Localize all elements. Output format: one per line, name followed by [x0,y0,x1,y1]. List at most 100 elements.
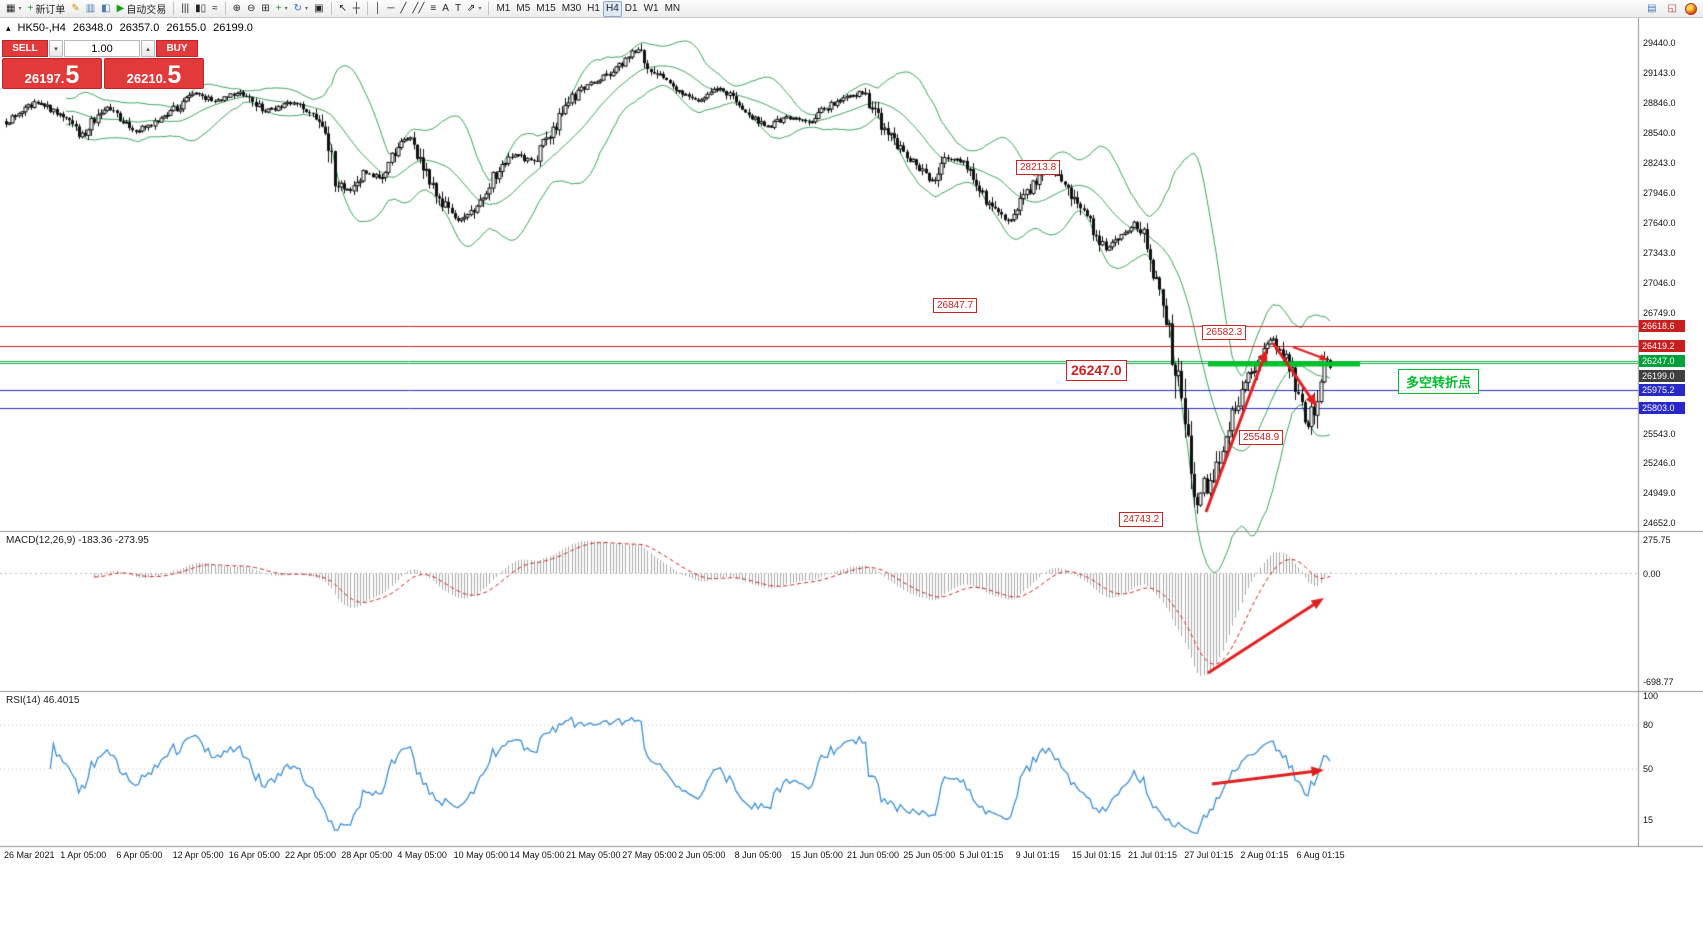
zoom-in-button[interactable]: ⊕ [230,1,244,17]
label-button[interactable]: T [452,1,464,17]
metaeditor-button[interactable]: ✎ [68,1,82,17]
time-axis-label: 2 Jun 05:00 [678,850,726,860]
oneclick-controls: SELL ▾ ▴ BUY [2,40,204,57]
indicators-button[interactable]: + ▾ [273,1,291,17]
text-icon: A [442,2,449,14]
dropdown-arrow-icon: ▾ [284,6,288,12]
time-axis-label: 14 May 05:00 [509,850,565,860]
bar-chart-icon: ||| [181,2,190,14]
arrows-button[interactable]: ⇗ ▾ [464,1,484,17]
turning-point-label: 多空转折点 [1398,369,1480,394]
time-axis-label: 2 Aug 01:15 [1240,850,1289,860]
timeframe-h1-button-label: H1 [587,3,600,14]
cycle-icon: ↻ [293,2,303,14]
crosshair-button[interactable]: ┼ [350,1,363,17]
market-watch-icon: ▥ [85,2,96,14]
fibonacci-button[interactable]: ≡ [427,1,439,17]
timeframe-m5-button[interactable]: M5 [513,1,533,17]
rsi-value: 46.4015 [43,695,80,706]
tile-windows-button[interactable]: ⊞ [258,1,272,17]
vertical-line-icon: │ [375,2,382,14]
timeframe-m30-button[interactable]: M30 [559,1,584,17]
cycle-button[interactable]: ↻ ▾ [291,1,311,17]
candlestick-button[interactable]: ▮▯ [192,1,209,17]
price-axis-badge: 26618.6 [1639,319,1685,332]
time-axis-label: 6 Aug 01:15 [1296,850,1345,860]
timeframe-m30-button-label: M30 [561,3,582,14]
buy-price-display[interactable]: 26210. 5 [104,58,204,89]
volume-decrease-button[interactable]: ▾ [49,40,63,57]
buy-price: 26210. [126,71,167,86]
label-icon: T [454,2,462,14]
zoom-out-button[interactable]: ⊖ [244,1,258,17]
zoom-out-icon: ⊖ [247,2,256,14]
price-axis-badge: 26419.2 [1639,339,1685,352]
account-icon[interactable] [1685,2,1697,15]
ohlc-close: 26199.0 [213,22,253,34]
toolbar-group: │ ─ ╱ ╱╱ ≡ A T ⇗ ▾ [372,1,484,17]
metaeditor-icon: ✎ [71,2,80,14]
line-chart-button[interactable]: ≈ [209,1,221,17]
timeframe-h1-button[interactable]: H1 [584,1,603,17]
horizontal-line-icon: ─ [387,2,395,14]
snapshot-button[interactable]: ▣ [311,1,326,17]
toolbar-separator [224,2,226,15]
volume-input[interactable] [64,40,140,57]
horizontal-line-button[interactable]: ─ [384,1,397,17]
timeframe-m15-button[interactable]: M15 [533,1,558,17]
channel-button[interactable]: ╱╱ [409,1,427,17]
new-chart-icon: ▦ [6,2,16,14]
price-axis-label: 24949.0 [1643,488,1676,499]
new-chart-button[interactable]: ▦ ▾ [3,1,24,17]
timeframe-h4-button[interactable]: H4 [602,0,622,17]
vertical-line-button[interactable]: │ [372,1,384,17]
sell-price-display[interactable]: 26197. 5 [2,58,102,89]
navigator-button[interactable]: ◧ [98,1,113,17]
price-axis-label: 26749.0 [1643,307,1676,318]
oneclick-prices: 26197. 5 26210. 5 [2,58,204,89]
trendline-icon: ╱ [400,2,407,14]
oneclick-collapse-icon[interactable]: ▴ [6,22,11,33]
price-axis-badge: 25803.0 [1639,401,1685,414]
sell-button[interactable]: SELL [2,40,48,57]
restore-window-button[interactable]: ◱ [1665,1,1680,17]
ohlc-low: 26155.0 [166,22,207,34]
sell-price-big-digit: 5 [65,61,80,89]
bar-chart-button[interactable]: ||| [178,1,192,17]
time-axis-label: 25 Jun 05:00 [903,850,956,860]
price-annotation: 26247.0 [1066,360,1127,381]
autotrading-button[interactable]: ▶ 自动交易 [114,1,170,17]
new-order-icon: + [27,2,34,14]
volume-increase-button[interactable]: ▴ [141,40,155,57]
time-axis-label: 6 Apr 05:00 [116,850,163,860]
timeframe-w1-button[interactable]: W1 [641,1,662,17]
time-axis-label: 1 Apr 05:00 [60,850,107,860]
windows-layout-button[interactable]: ▤ [1644,1,1659,17]
market-watch-button[interactable]: ▥ [83,1,98,17]
cursor-button[interactable]: ↖ [336,1,350,17]
macd-indicator-label: MACD(12,26,9) -183.36 -273.95 [6,535,149,546]
price-axis-label: 29143.0 [1643,67,1676,78]
chart-canvas[interactable] [0,18,1703,939]
channel-icon: ╱╱ [412,2,425,14]
crosshair-icon: ┼ [352,2,360,14]
macd-name: MACD(12,26,9) [6,535,76,546]
timeframe-d1-button[interactable]: D1 [622,1,641,17]
timeframe-mn-button[interactable]: MN [662,1,684,17]
time-axis-label: 15 Jul 01:15 [1071,850,1121,860]
price-axis-label: 28243.0 [1643,158,1676,168]
timeframe-w1-button-label: W1 [643,3,659,14]
new-order-button[interactable]: + 新订单 [24,1,68,17]
restore-window-icon: ◱ [1667,2,1677,14]
one-click-trading-panel: SELL ▾ ▴ BUY 26197.5 26210.5 [2,40,204,89]
toolbar: ▦ ▾ + 新订单 ✎ ▥ ◧ ▶ 自动交易 ||| ▮▯ ≈ ⊕ ⊖ ⊞ + ▾ ↻ ▾ ▣ ↖ ┼ │ ─ ╱ ╱╱ ≡ A T ⇗ ▾… [0,0,1703,18]
price-axis-label: 27946.0 [1643,187,1676,198]
toolbar-group: ||| ▮▯ ≈ [178,1,220,17]
timeframe-m1-button[interactable]: M1 [493,1,513,17]
trendline-button[interactable]: ╱ [397,1,409,17]
buy-button[interactable]: BUY [156,40,198,57]
windows-layout-icon: ▤ [1647,2,1657,14]
text-button[interactable]: A [439,1,452,17]
chart-window[interactable]: ▴ HK50-,H4 26348.0 26357.0 26155.0 26199… [0,18,1703,939]
